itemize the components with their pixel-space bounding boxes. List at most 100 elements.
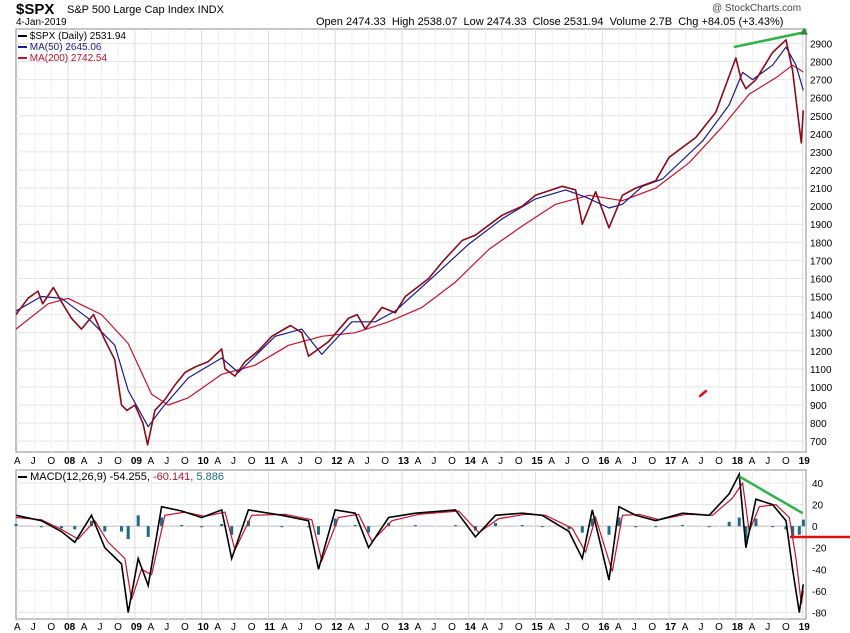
- price-y-tick-label: 1400: [810, 311, 833, 322]
- price-y-tick-label: 2200: [810, 166, 833, 177]
- high-value: 2538.07: [417, 16, 458, 28]
- macd-histogram-bar: [59, 526, 63, 529]
- macd-histogram-bar: [120, 526, 124, 532]
- legend-price-text: $SPX (Daily) 2531.94: [29, 31, 126, 42]
- macd-x-tick-label: J: [698, 622, 703, 633]
- price-x-tick-label: J: [565, 456, 570, 467]
- price-x-tick-label: O: [315, 456, 323, 467]
- macd-histogram-bar: [634, 526, 638, 528]
- low-value: 2474.33: [486, 16, 527, 28]
- price-x-tick-label: A: [615, 456, 622, 467]
- price-x-tick-label: J: [231, 456, 236, 467]
- price-y-tick-label: 900: [810, 401, 827, 412]
- macd-x-tick-label: 13: [398, 622, 410, 633]
- macd-x-tick-label: O: [315, 622, 323, 633]
- price-x-tick-label: 12: [331, 456, 343, 467]
- macd-y-tick-label: 0: [812, 522, 818, 533]
- macd-x-tick-label: A: [548, 622, 555, 633]
- macd-histogram-bar: [317, 526, 321, 535]
- macd-histogram-bar: [580, 526, 584, 533]
- price-x-tick-label: O: [715, 456, 723, 467]
- price-x-tick-label: O: [648, 456, 656, 467]
- close-label: Close: [532, 16, 561, 28]
- price-x-tick-label: 08: [64, 456, 76, 467]
- price-x-tick-label: 19: [799, 456, 811, 467]
- price-y-tick-label: 2000: [810, 202, 833, 213]
- price-y-tick-label: 1700: [810, 256, 833, 267]
- legend-ma200: MA(200) 2742.54: [18, 53, 107, 64]
- price-x-tick-label: 17: [665, 456, 677, 467]
- volume-value: 2.7B: [649, 16, 673, 28]
- up-arrow-icon: [799, 27, 808, 35]
- macd-x-tick-label: O: [515, 622, 523, 633]
- price-x-tick-label: O: [114, 456, 122, 467]
- volume-label: Volume: [609, 16, 647, 28]
- macd-histogram-bar: [797, 526, 801, 535]
- annotations: [698, 27, 850, 539]
- low-label: Low: [463, 16, 484, 28]
- macd-y-tick-label: -40: [812, 565, 827, 576]
- price-x-tick-label: 09: [131, 456, 143, 467]
- macd-histogram-bar: [89, 520, 93, 527]
- price-x-tick-label: A: [481, 456, 488, 467]
- price-y-tick-label: 700: [810, 437, 827, 448]
- macd-histogram-bar: [136, 515, 140, 527]
- price-x-tick-label: J: [164, 456, 169, 467]
- macd-histogram-bar: [737, 517, 741, 527]
- red-tick-mark: [698, 389, 708, 398]
- legend-macd-label: MACD(12,26,9): [30, 471, 107, 483]
- macd-histogram-bar: [160, 517, 164, 527]
- price-x-tick-label: A: [81, 456, 88, 467]
- price-y-tick-label: 1200: [810, 347, 833, 358]
- price-y-tick-label: 1600: [810, 274, 833, 285]
- macd-x-tick-label: A: [214, 622, 221, 633]
- price-y-tick-label: 2700: [810, 76, 833, 87]
- price-y-tick-label: 2600: [810, 94, 833, 105]
- legend-price: $SPX (Daily) 2531.94: [18, 31, 126, 42]
- macd-x-tick-label: O: [47, 622, 55, 633]
- macd-histogram-bar: [791, 526, 795, 537]
- price-x-tick-label: 11: [264, 456, 275, 467]
- stockcharts-credit: @ StockCharts.com: [712, 3, 802, 14]
- macd-y-tick-label: -60: [812, 587, 827, 598]
- macd-y-axis: 40 20 0 -20 -40 -60 -80: [812, 479, 827, 620]
- macd-y-tick-label: 20: [812, 501, 824, 512]
- price-x-tick-label: J: [431, 456, 436, 467]
- price-x-tick-label: J: [31, 456, 36, 467]
- ohlc-bar: Open 2474.33 High 2538.07 Low 2474.33 Cl…: [316, 16, 783, 28]
- price-x-tick-label: 10: [198, 456, 210, 467]
- macd-histogram-bar: [103, 526, 107, 532]
- price-x-tick-label: J: [698, 456, 703, 467]
- macd-line: [15, 471, 805, 613]
- open-value: 2474.33: [345, 16, 386, 28]
- macd-x-tick-label: A: [281, 622, 288, 633]
- macd-x-tick-label: J: [231, 622, 236, 633]
- macd-x-tick-label: 18: [732, 622, 744, 633]
- price-y-tick-label: 2500: [810, 112, 833, 123]
- macd-y-tick-label: 40: [812, 479, 824, 490]
- macd-x-tick-label: A: [348, 622, 355, 633]
- macd-x-tick-label: 12: [331, 622, 343, 633]
- price-x-tick-label: J: [765, 456, 770, 467]
- price-x-tick-label: J: [498, 456, 503, 467]
- macd-x-tick-label: 10: [198, 622, 210, 633]
- price-x-tick-label: O: [448, 456, 456, 467]
- macd-x-tick-label: J: [31, 622, 36, 633]
- macd-x-tick-label: A: [148, 622, 155, 633]
- price-x-tick-label: J: [365, 456, 370, 467]
- macd-x-tick-label: O: [181, 622, 189, 633]
- macd-histogram-bar: [353, 525, 357, 527]
- macd-x-tick-label: O: [582, 622, 590, 633]
- price-y-tick-label: 2300: [810, 148, 833, 159]
- macd-histogram-bar: [784, 526, 788, 530]
- macd-series: [14, 471, 805, 613]
- macd-x-tick-label: J: [365, 622, 370, 633]
- price-y-tick-label: 1300: [810, 329, 833, 340]
- price-y-tick-label: 1000: [810, 383, 833, 394]
- macd-histogram-bar: [754, 518, 758, 527]
- macd-x-tick-label: A: [615, 622, 622, 633]
- price-x-tick-label: 14: [465, 456, 477, 467]
- macd-histogram-bar: [617, 517, 621, 527]
- legend-macd-swatch: [18, 476, 27, 479]
- price-y-tick-label: 2100: [810, 184, 833, 195]
